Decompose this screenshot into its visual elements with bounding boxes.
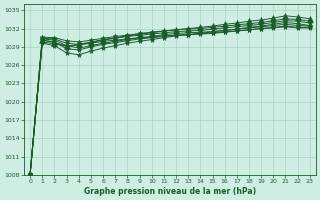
X-axis label: Graphe pression niveau de la mer (hPa): Graphe pression niveau de la mer (hPa) [84, 187, 256, 196]
